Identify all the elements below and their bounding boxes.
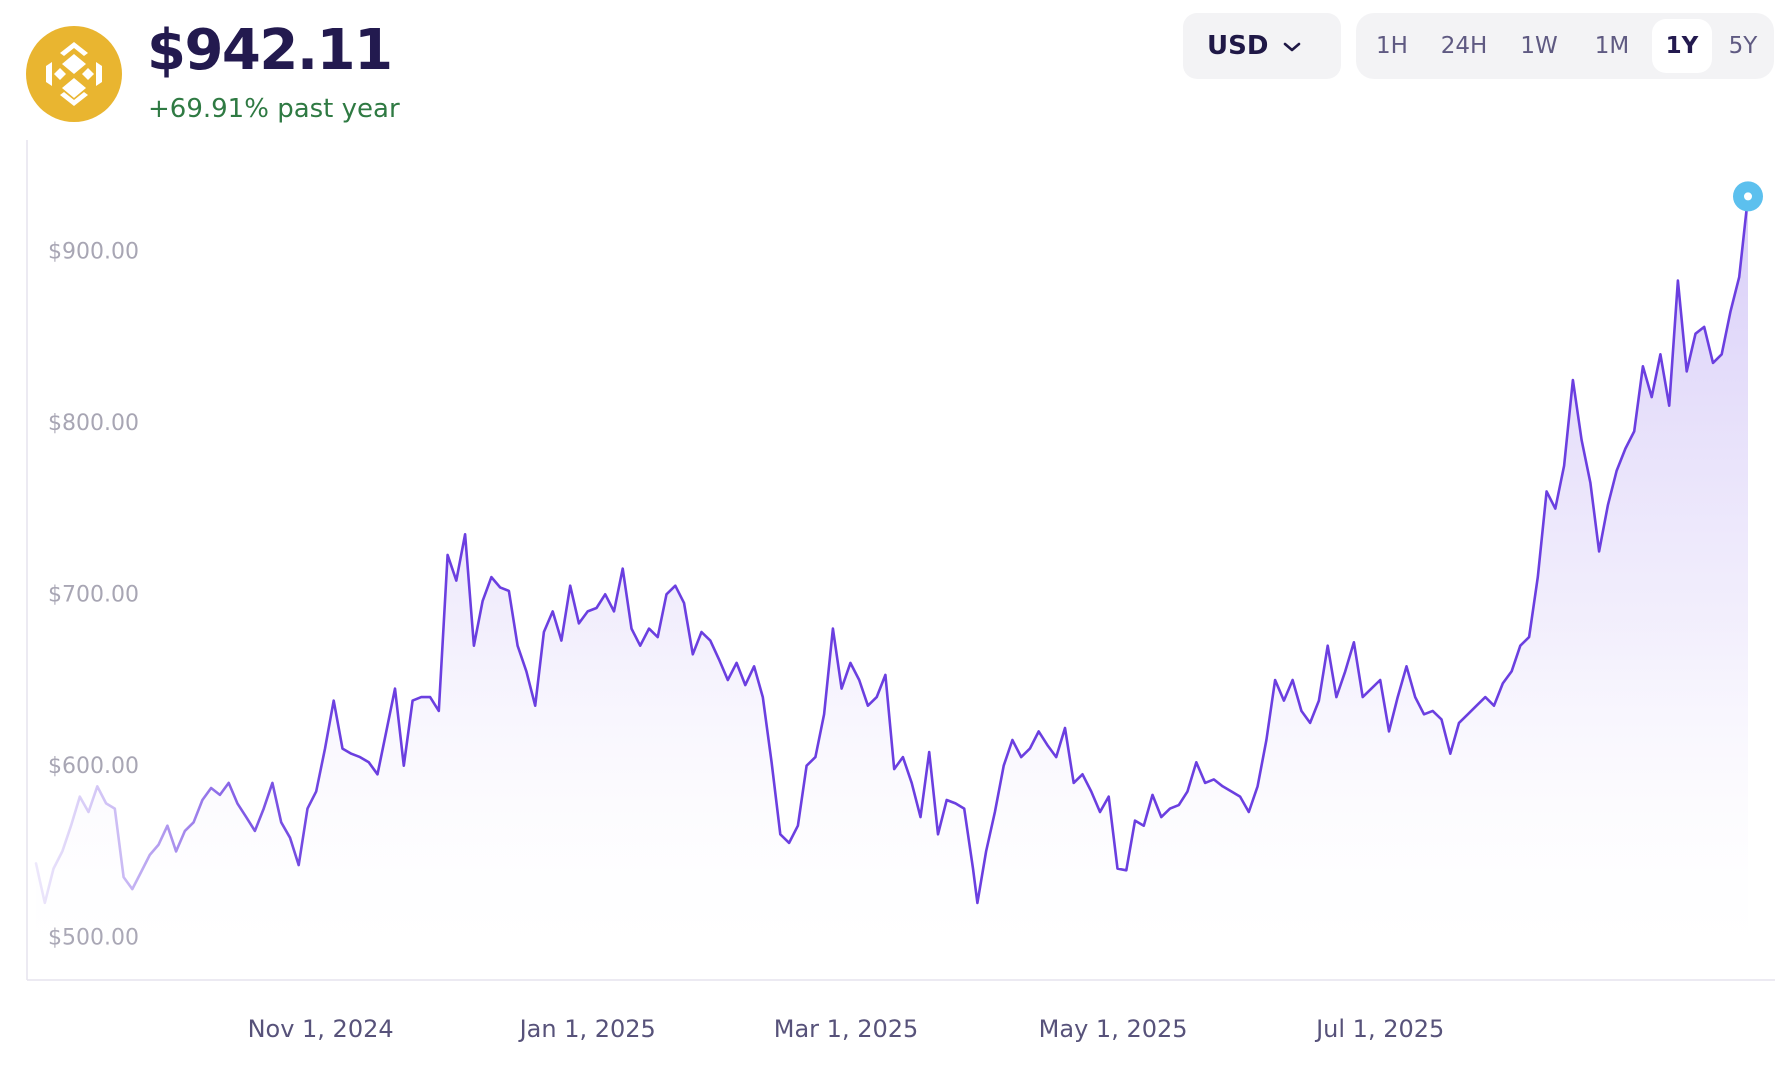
chevron-down-icon <box>1284 42 1301 52</box>
y-tick-label: $900.00 <box>48 240 139 265</box>
x-tick-label: May 1, 2025 <box>1039 1015 1188 1043</box>
x-tick-label: Jul 1, 2025 <box>1314 1015 1444 1043</box>
x-tick-label: Nov 1, 2024 <box>248 1015 394 1043</box>
range-1h[interactable]: 1H <box>1376 33 1408 59</box>
price-line <box>34 195 1750 905</box>
x-tick-label: Mar 1, 2025 <box>774 1015 919 1043</box>
range-24h[interactable]: 24H <box>1440 33 1488 59</box>
current-price-marker-dot <box>1744 192 1752 201</box>
current-price: $942.11 <box>147 18 393 83</box>
bnb-coin-icon <box>26 26 122 122</box>
y-tick-label: $800.00 <box>48 411 139 436</box>
range-1y[interactable]: 1Y <box>1652 19 1712 73</box>
range-1w[interactable]: 1W <box>1520 33 1558 59</box>
range-1m[interactable]: 1M <box>1594 33 1630 59</box>
x-tick-label: Jan 1, 2025 <box>518 1015 656 1043</box>
currency-label: USD <box>1207 31 1269 61</box>
price-change: +69.91% past year <box>148 94 400 124</box>
y-tick-label: $600.00 <box>48 754 139 779</box>
currency-select[interactable]: USD <box>1183 13 1341 79</box>
y-tick-label: $700.00 <box>48 582 139 607</box>
price-area-fill <box>36 196 1748 980</box>
time-range-selector: 1H 24H 1W 1M 1Y 5Y <box>1356 13 1774 79</box>
range-5y[interactable]: 5Y <box>1728 33 1758 59</box>
